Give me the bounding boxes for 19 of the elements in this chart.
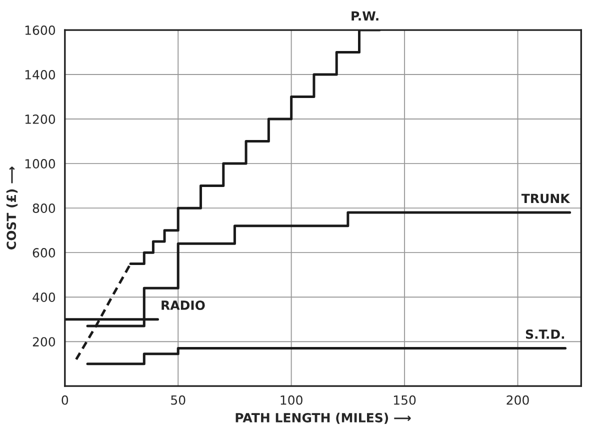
- x-tick-label: 50: [171, 395, 186, 405]
- series-label: TRUNK: [521, 194, 570, 204]
- series-label: S.T.D.: [526, 329, 564, 339]
- x-tick-label: 200: [506, 395, 529, 405]
- y-tick-label: 200: [32, 337, 56, 347]
- y-tick-label: 1400: [25, 70, 56, 80]
- y-tick-label: 1200: [25, 114, 56, 124]
- series-label: P.W.: [352, 11, 378, 20]
- x-tick-label: 100: [280, 395, 302, 405]
- x-tick-label: 150: [394, 395, 416, 405]
- y-tick-label: 1600: [25, 26, 56, 35]
- y-tick-label: 800: [32, 204, 56, 213]
- series-label: RADIO: [162, 300, 205, 310]
- y-tick-label: 600: [32, 248, 56, 258]
- y-tick-label: 400: [32, 292, 56, 302]
- x-tick-label: 0: [62, 395, 68, 405]
- x-axis-title: PATH LENGTH (MILES) ⟶: [236, 412, 411, 424]
- y-axis-title: COST (£) ⟶: [6, 166, 18, 250]
- y-tick-label: 1000: [25, 159, 56, 168]
